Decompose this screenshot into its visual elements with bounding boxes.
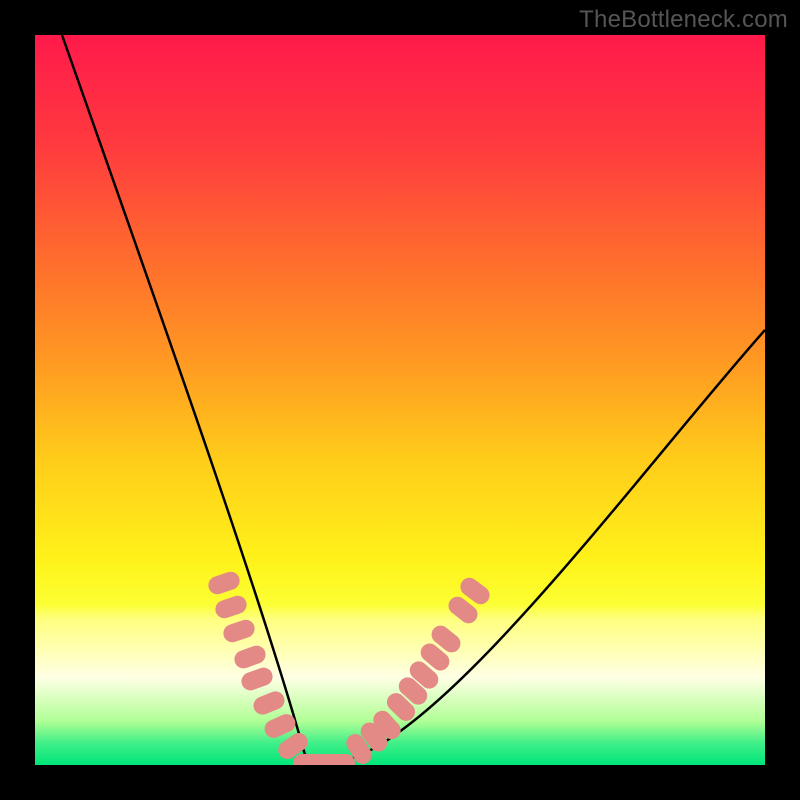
plot-area (35, 35, 765, 765)
watermark-text: TheBottleneck.com (579, 6, 788, 34)
curve-path (62, 35, 765, 759)
bottleneck-curve (35, 35, 765, 765)
data-bead-trough (293, 754, 355, 765)
